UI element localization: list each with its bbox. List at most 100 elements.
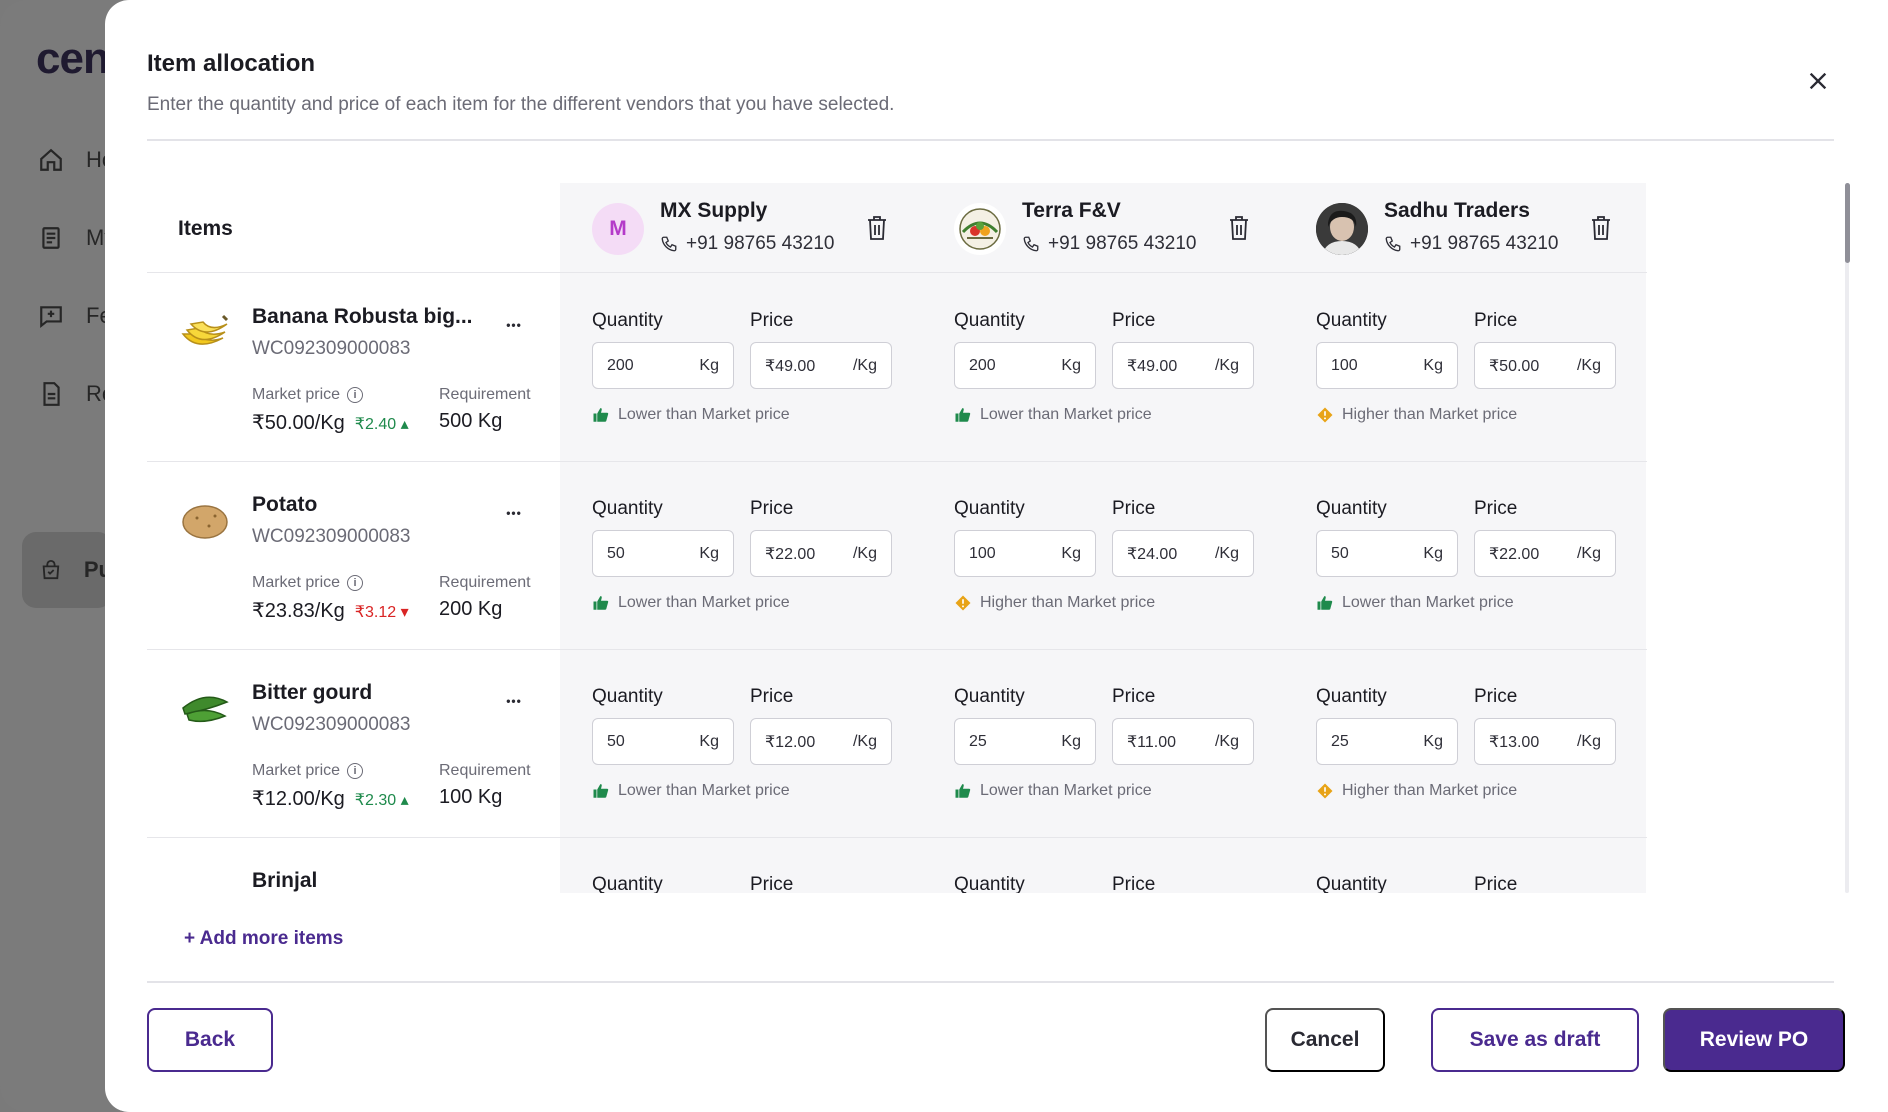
item-code: WC092309000083 — [252, 526, 411, 547]
more-options-button[interactable]: ••• — [506, 694, 522, 708]
item-allocation-modal: Item allocation Enter the quantity and p… — [105, 0, 1888, 1112]
market-price-label: Market price i — [252, 386, 364, 404]
vendor-header: Terra F&V +91 98765 43210 — [922, 183, 1284, 273]
info-icon[interactable]: i — [347, 575, 364, 591]
price-input[interactable]: ₹13.00/Kg — [1474, 718, 1616, 765]
price-comparison-note: Lower than Market price — [592, 594, 790, 612]
price-delta: ₹2.30 ▴ — [354, 792, 409, 809]
sidebar-item-purchase[interactable]: Pu — [22, 532, 112, 608]
price-label: Price — [1474, 310, 1518, 331]
vendor-allocation-cell: Quantity Price 100 Kg ₹50.00/Kg Higher than M… — [1284, 274, 1646, 462]
quantity-input[interactable]: 100 Kg — [1316, 342, 1458, 389]
more-options-button[interactable]: ••• — [506, 318, 522, 332]
back-button[interactable]: Back — [147, 1008, 273, 1072]
header-divider — [147, 139, 1834, 141]
quantity-input[interactable]: 50 Kg — [1316, 530, 1458, 577]
price-input[interactable]: ₹22.00/Kg — [750, 530, 892, 577]
vendor-allocation-cell: Quantity Price 200 Kg ₹49.00/Kg Lower than Ma… — [560, 274, 922, 462]
warning-diamond-icon — [955, 595, 971, 611]
price-input[interactable]: ₹22.00/Kg — [1474, 530, 1616, 577]
info-icon[interactable]: i — [347, 763, 364, 779]
requirement-label: Requirement — [439, 386, 531, 403]
avatar: M — [592, 203, 644, 255]
modal-title: Item allocation — [147, 50, 316, 77]
thumbs-up-icon — [593, 408, 609, 422]
price-label: Price — [1112, 498, 1156, 519]
requirement-label: Requirement — [439, 574, 531, 591]
price-delta: ₹3.12 ▾ — [354, 604, 409, 621]
info-icon[interactable]: i — [347, 387, 364, 403]
potato-icon — [177, 492, 233, 548]
trash-icon — [1230, 216, 1248, 240]
vendor-phone: +91 98765 43210 — [660, 233, 834, 255]
price-input[interactable]: ₹49.00/Kg — [750, 342, 892, 389]
market-price-value: ₹50.00/Kg ₹2.40 ▴ — [252, 412, 409, 434]
price-label: Price — [750, 874, 794, 893]
thumbs-up-icon — [593, 784, 609, 798]
price-input[interactable]: ₹11.00/Kg — [1112, 718, 1254, 765]
quantity-input[interactable]: 50 Kg — [592, 530, 734, 577]
price-label: Price — [1474, 874, 1518, 893]
phone-icon — [1385, 236, 1401, 252]
table-row: Banana Robusta big... WC092309000083 ••• Ma… — [147, 274, 1647, 462]
quantity-label: Quantity — [592, 498, 663, 519]
price-input[interactable]: ₹49.00/Kg — [1112, 342, 1254, 389]
table-header: Items M MX Supply +91 98765 43210 — [147, 183, 1647, 273]
quantity-input[interactable]: 200 Kg — [954, 342, 1096, 389]
thumbs-up-icon — [1317, 596, 1333, 610]
table-row: Potato WC092309000083 ••• Market price i ₹23.… — [147, 462, 1647, 650]
quantity-label: Quantity — [592, 310, 663, 331]
scrollbar-track[interactable] — [1845, 183, 1849, 893]
vendor-allocation-cell: Quantity Price 50 Kg ₹22.00/Kg Lower than Mar… — [560, 462, 922, 650]
price-comparison-note: Lower than Market price — [954, 782, 1152, 800]
add-more-items-button[interactable]: + Add more items — [184, 928, 344, 949]
vendor-allocation-cell: Quantity Price — [922, 838, 1284, 893]
delete-vendor-button[interactable] — [1227, 215, 1253, 243]
review-po-button[interactable]: Review PO — [1663, 1008, 1845, 1072]
delete-vendor-button[interactable] — [865, 215, 891, 243]
price-label: Price — [750, 498, 794, 519]
caret-up-icon: ▴ — [396, 416, 409, 433]
caret-up-icon: ▴ — [396, 792, 409, 809]
price-input[interactable]: ₹12.00/Kg — [750, 718, 892, 765]
quantity-label: Quantity — [954, 498, 1025, 519]
table-row: Brinjal Quantity Price Quantity Price Quantit… — [147, 838, 1647, 893]
quantity-input[interactable]: 100 Kg — [954, 530, 1096, 577]
market-price-value: ₹23.83/Kg ₹3.12 ▾ — [252, 600, 409, 622]
bitter-gourd-icon — [177, 680, 233, 736]
caret-down-icon: ▾ — [396, 604, 409, 621]
price-input[interactable]: ₹50.00/Kg — [1474, 342, 1616, 389]
close-button[interactable] — [1803, 66, 1833, 96]
save-as-draft-button[interactable]: Save as draft — [1431, 1008, 1639, 1072]
price-label: Price — [1474, 686, 1518, 707]
price-delta: ₹2.40 ▴ — [354, 416, 409, 433]
thumbs-up-icon — [955, 408, 971, 422]
more-options-button[interactable]: ••• — [506, 506, 522, 520]
vendor-allocation-cell: Quantity Price — [560, 838, 922, 893]
brinjal-icon — [177, 868, 233, 893]
quantity-label: Quantity — [1316, 874, 1387, 893]
quantity-input[interactable]: 50 Kg — [592, 718, 734, 765]
quantity-label: Quantity — [954, 310, 1025, 331]
cancel-button[interactable]: Cancel — [1265, 1008, 1385, 1072]
vendor-allocation-cell: Quantity Price 25 Kg ₹13.00/Kg Higher than Ma… — [1284, 650, 1646, 838]
price-label: Price — [1474, 498, 1518, 519]
scrollbar-thumb[interactable] — [1845, 183, 1850, 263]
feedback-icon — [40, 306, 62, 329]
trash-icon — [1592, 216, 1610, 240]
quantity-label: Quantity — [954, 874, 1025, 893]
delete-vendor-button[interactable] — [1589, 215, 1615, 243]
vendor-name: MX Supply — [660, 199, 768, 222]
price-input[interactable]: ₹24.00/Kg — [1112, 530, 1254, 577]
quantity-input[interactable]: 25 Kg — [954, 718, 1096, 765]
table-row: Bitter gourd WC092309000083 ••• Market pric… — [147, 650, 1647, 838]
trash-icon — [868, 216, 886, 240]
banana-icon — [177, 304, 233, 360]
price-comparison-note: Lower than Market price — [1316, 594, 1514, 612]
vendor-header: M MX Supply +91 98765 43210 — [560, 183, 922, 273]
price-label: Price — [1112, 686, 1156, 707]
vendor-allocation-cell: Quantity Price 50 Kg ₹12.00/Kg Lower than Mar… — [560, 650, 922, 838]
price-comparison-note: Higher than Market price — [1316, 782, 1517, 800]
quantity-input[interactable]: 200 Kg — [592, 342, 734, 389]
quantity-input[interactable]: 25 Kg — [1316, 718, 1458, 765]
